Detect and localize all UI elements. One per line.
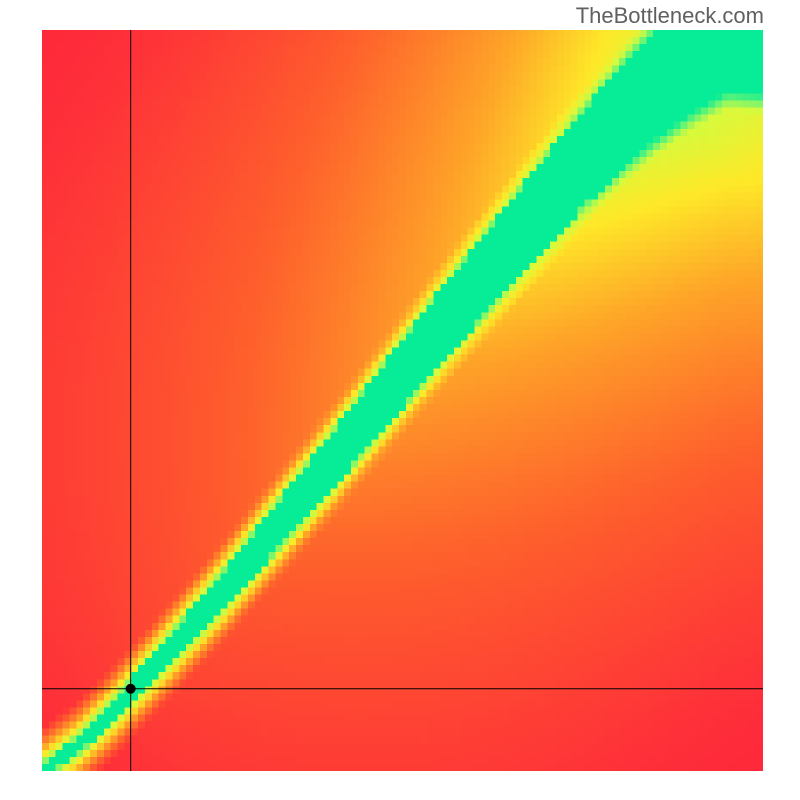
- bottleneck-heatmap: [42, 30, 763, 771]
- watermark-text: TheBottleneck.com: [576, 3, 764, 29]
